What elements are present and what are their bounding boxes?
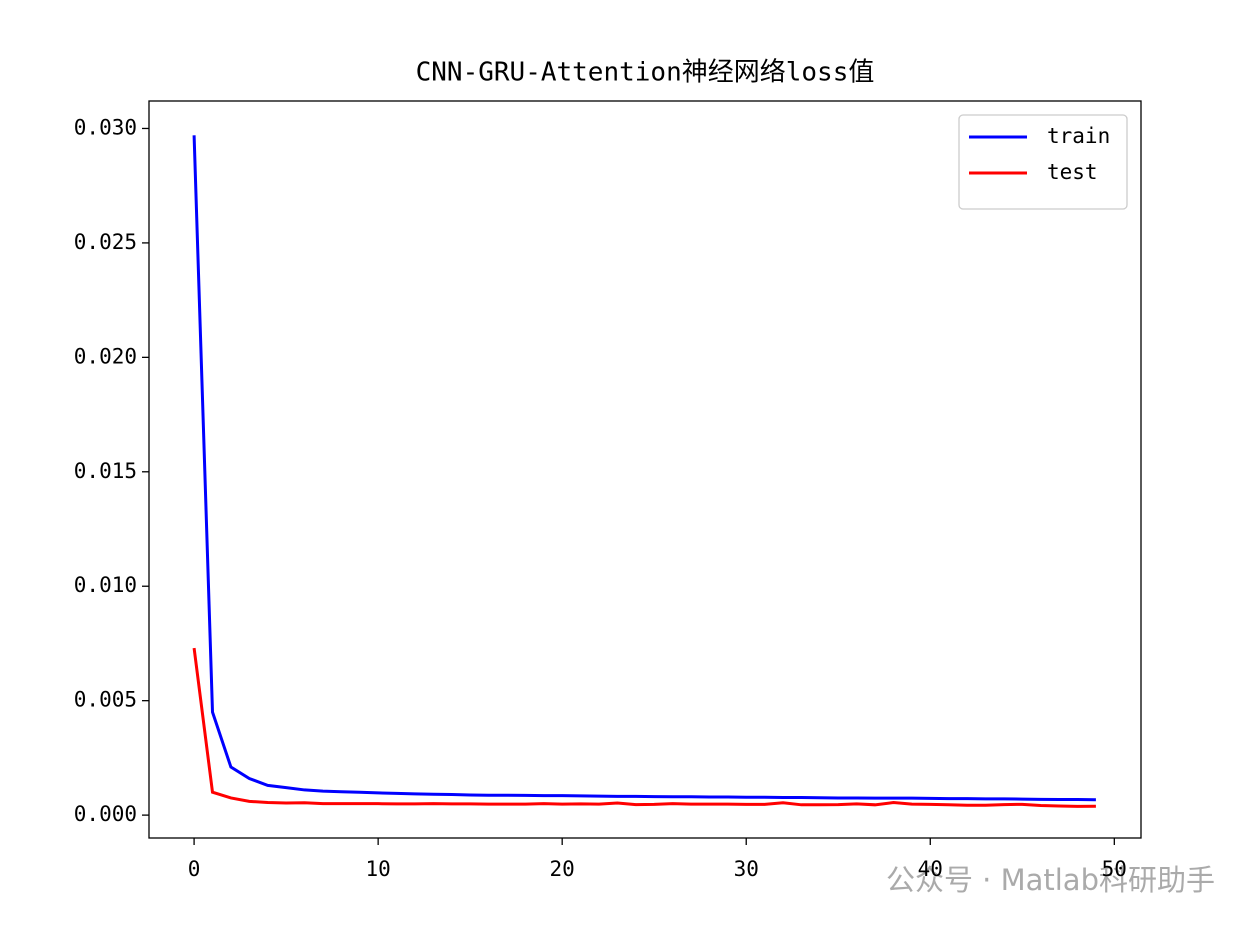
x-tick-label: 0 bbox=[188, 857, 201, 881]
chart-title: CNN-GRU-Attention神经网络loss值 bbox=[416, 58, 875, 88]
y-tick-label: 0.015 bbox=[74, 459, 137, 483]
watermark: 公众号 · Matlab科研助手 bbox=[886, 863, 1215, 897]
y-tick-label: 0.010 bbox=[74, 573, 137, 597]
y-tick-label: 0.000 bbox=[74, 802, 137, 826]
y-tick-label: 0.020 bbox=[74, 344, 137, 368]
x-tick-label: 30 bbox=[734, 857, 759, 881]
legend-label: train bbox=[1047, 124, 1110, 148]
x-tick-label: 40 bbox=[918, 857, 943, 881]
y-tick-label: 0.030 bbox=[74, 115, 137, 139]
line-series bbox=[192, 647, 1096, 808]
x-tick-label: 50 bbox=[1102, 857, 1127, 881]
y-tick-label: 0.025 bbox=[74, 230, 137, 254]
x-tick-label: 10 bbox=[365, 857, 390, 881]
legend-label: test bbox=[1047, 160, 1098, 184]
line-series bbox=[192, 135, 1096, 802]
x-tick-label: 20 bbox=[550, 857, 575, 881]
y-tick-label: 0.005 bbox=[74, 688, 137, 712]
plot-frame bbox=[148, 100, 1142, 839]
